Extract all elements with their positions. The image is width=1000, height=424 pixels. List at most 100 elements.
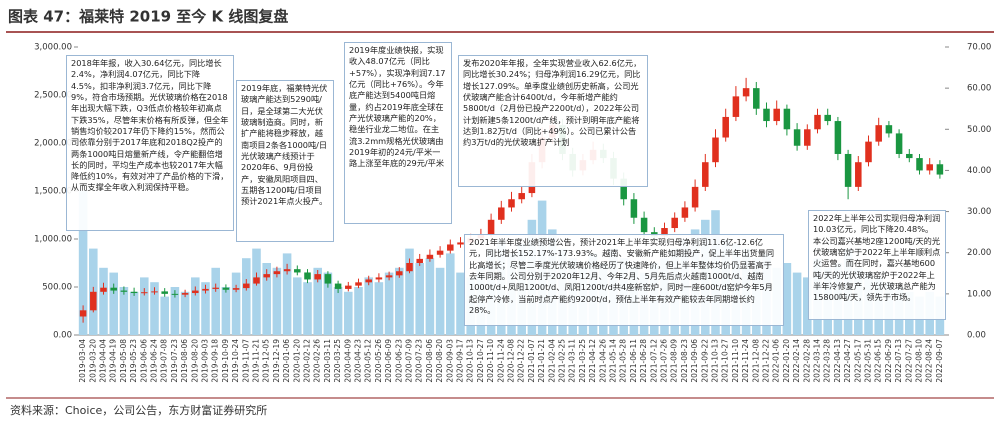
candle-body [875,125,882,142]
x-tick-label: 2021-03-25 [578,339,587,383]
x-tick-label: 2021-06-28 [639,339,648,383]
x-tick-label: 2019-07-08 [160,339,169,383]
y-tick-label: 3,000.00 [34,43,72,53]
candle-body [620,178,627,200]
x-tick-label: 2022-06-29 [884,339,893,383]
x-tick-label: 2020-03-11 [323,339,332,383]
volume-bar [435,267,445,335]
x-tick-label: 2019-03-20 [88,339,97,383]
volume-bar [109,272,118,335]
candle-body [447,244,454,251]
candle-body [324,274,332,284]
volume-bar [140,277,149,335]
x-tick-label: 2022-03-28 [823,339,832,383]
volume-bar [395,267,404,335]
volume-bar [282,253,292,335]
candle-body [916,158,923,171]
candle-body [671,217,678,229]
x-tick-label: 2020-06-23 [394,339,403,383]
x-tick-label: 2020-10-13 [466,339,475,383]
candle-body [763,108,770,122]
volume-bar [446,253,455,335]
volume-bar [201,282,210,335]
y-tick-label: 1,000.00 [34,235,72,245]
candle-body [375,277,383,280]
candle-body [304,272,311,280]
candle-body [885,125,893,134]
x-tick-label: 2021-12-08 [751,339,760,383]
y2-tick-label: 10.00 [967,289,991,299]
x-tick-label: 2022-08-24 [925,339,934,383]
candle-body [906,153,913,159]
x-tick-label: 2022-07-13 [894,339,903,383]
x-tick-label: 2021-01-07 [527,339,536,383]
x-tick-label: 2020-06-09 [384,339,393,383]
volume-bar [78,191,88,335]
annotation: 2021年半年度业绩预增公告，预计2021年上半年实现归母净利润11.6亿-12… [464,234,784,326]
candle-body [406,263,413,272]
candle-body [416,258,423,263]
x-tick-label: 2019-06-24 [150,339,159,383]
candle-body [814,114,821,130]
x-tick-label: 2021-02-25 [558,339,567,383]
volume-bar [374,282,384,335]
x-tick-label: 2019-10-24 [231,339,240,383]
x-tick-label: 2020-08-06 [425,339,434,383]
candle-body [824,114,831,122]
x-tick-label: 2022-08-10 [915,339,924,383]
x-tick-label: 2022-05-31 [864,339,873,383]
y2-tick-label: 60.00 [967,84,991,94]
candle-body [314,274,321,280]
candle-body [661,228,668,237]
candle-body [855,162,862,187]
candle-body [79,310,87,317]
x-tick-label: 2019-05-08 [119,339,128,383]
x-tick-label: 2019-07-23 [170,339,179,383]
volume-bar [150,282,159,335]
y2-tick-label: 50.00 [967,125,991,135]
x-tick-label: 2021-04-12 [588,339,597,383]
volume-bar [99,267,108,335]
x-tick-label: 2021-11-10 [731,339,740,383]
x-tick-label: 2019-06-06 [139,339,148,383]
candle-body [273,271,281,275]
candle-body [926,164,933,171]
y2-tick-label: 70.00 [967,43,991,53]
x-tick-label: 2022-05-17 [853,339,862,383]
volume-bar [129,291,139,335]
candle-body [702,162,709,187]
volume-bar [792,272,802,335]
candle-body [681,207,689,218]
candle-body [345,285,352,289]
x-tick-label: 2019-11-07 [241,339,250,383]
x-tick-label: 2019-09-18 [211,339,220,383]
x-tick-label: 2020-04-23 [354,339,363,383]
x-tick-label: 2021-06-11 [629,339,638,383]
x-tick-label: 2019-09-03 [201,339,210,383]
candle-body [793,129,801,146]
x-tick-label: 2021-01-21 [537,339,546,383]
source: 资料来源：Choice，公司公告，东方财富证券研究所 [10,403,267,417]
candle-body [936,164,944,175]
y-tick-label: 0.00 [53,331,72,341]
annotation: 2019年度业绩快报，实现收入48.07亿元（同比+57%），实现净利润7.17… [344,42,452,224]
volume-bar [272,267,282,335]
x-tick-label: 2020-08-20 [435,339,444,383]
x-tick-label: 2021-05-14 [609,339,618,383]
candle-body [396,271,403,276]
x-tick-label: 2021-11-24 [741,339,750,383]
volume-bar [384,272,394,335]
x-tick-label: 2019-12-19 [272,339,281,383]
candle-body [630,199,638,218]
x-tick-label: 2020-12-08 [507,339,516,383]
candle-body [141,292,148,294]
x-tick-label: 2020-09-17 [456,339,465,383]
volume-bar [405,248,414,335]
x-tick-label: 2020-04-09 [343,339,352,383]
x-tick-label: 2019-05-23 [129,339,138,383]
x-tick-label: 2022-01-20 [782,339,791,383]
candle-body [508,199,515,208]
candle-body [783,108,791,130]
volume-bar [425,258,435,335]
